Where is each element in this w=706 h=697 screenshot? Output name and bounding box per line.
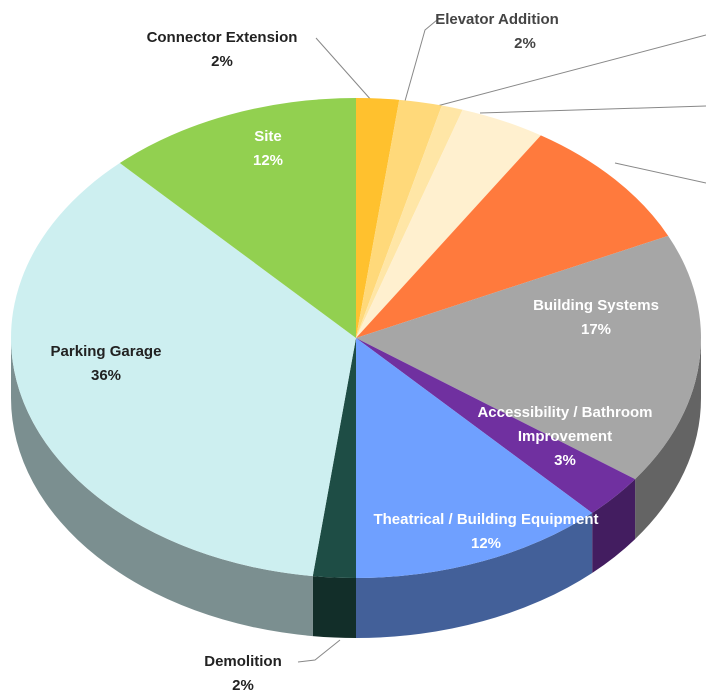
slice xyxy=(119,98,357,338)
value-label: 2% xyxy=(232,677,254,694)
slice xyxy=(356,338,593,578)
slice-label: Building Systems xyxy=(533,297,659,314)
slice-side xyxy=(635,338,701,540)
slice-side xyxy=(592,479,636,573)
leader-line xyxy=(479,105,706,114)
value-label: 12% xyxy=(253,152,283,169)
slice xyxy=(356,99,442,338)
slice xyxy=(10,163,356,577)
slice xyxy=(312,338,356,578)
slice-label: Theatrical / Building Equipment xyxy=(373,511,598,528)
slice xyxy=(356,338,636,513)
slice xyxy=(356,109,541,339)
slice-label: Demolition xyxy=(204,653,282,670)
leader-line xyxy=(315,37,373,102)
slice-side xyxy=(11,338,313,637)
slice xyxy=(356,105,463,338)
value-label: 3% xyxy=(554,452,576,469)
slice-label: Site xyxy=(254,128,282,145)
value-label: 2% xyxy=(514,35,536,52)
slice xyxy=(356,98,400,338)
slice-label: Accessibility / Bathroom Improvement xyxy=(477,404,652,445)
slice xyxy=(356,235,701,480)
slice-label: Connector Extension xyxy=(147,29,298,46)
leader-line xyxy=(297,639,341,663)
value-label: 36% xyxy=(91,367,121,384)
slice xyxy=(356,135,669,338)
value-label: 12% xyxy=(471,535,501,552)
slice-label: Elevator Addition xyxy=(435,11,559,28)
slice-label: Parking Garage xyxy=(51,343,162,360)
leader-line xyxy=(614,162,706,184)
leader-line xyxy=(436,34,706,107)
value-label: 17% xyxy=(581,321,611,338)
slice-side xyxy=(356,512,593,638)
slice-side xyxy=(312,576,356,638)
value-label: 2% xyxy=(211,53,233,70)
leader-line xyxy=(404,19,438,102)
pie xyxy=(10,98,701,638)
